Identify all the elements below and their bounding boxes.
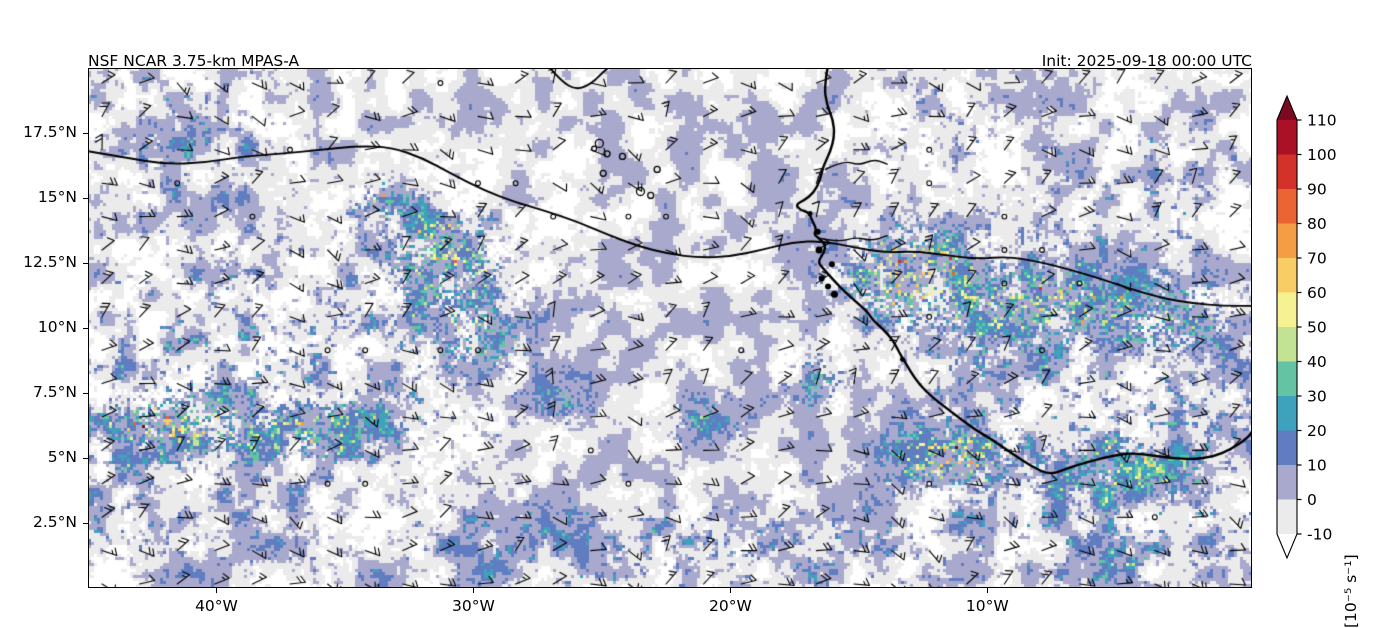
init-time: Init: 2025-09-18 00:00 UTC: [1041, 52, 1252, 70]
x-tick-label: 40°W: [195, 597, 238, 615]
y-tick-label: 10°N: [37, 318, 77, 336]
y-tick-mark: [83, 458, 88, 459]
x-tick-mark: [216, 588, 218, 593]
svg-text:90: 90: [1307, 181, 1327, 199]
y-tick-label: 12.5°N: [23, 253, 77, 271]
svg-text:10: 10: [1307, 457, 1327, 475]
y-tick-label: 7.5°N: [33, 383, 77, 401]
x-tick-label: 20°W: [708, 597, 752, 615]
y-tick-mark: [83, 523, 88, 524]
y-tick-label: 17.5°N: [23, 123, 77, 141]
x-tick-mark: [730, 588, 732, 593]
svg-text:40: 40: [1307, 353, 1327, 371]
x-tick-label: 10°W: [965, 597, 1009, 615]
svg-text:30: 30: [1307, 388, 1327, 406]
x-tick-mark: [987, 588, 989, 593]
x-tick-mark: [473, 588, 475, 593]
x-tick-label: 30°W: [452, 597, 495, 615]
model-name: NSF NCAR 3.75-km MPAS-A: [88, 52, 300, 70]
map-canvas: [88, 68, 1252, 588]
colorbar-unit-label: [10⁻⁵ s⁻¹]: [1342, 554, 1360, 628]
svg-text:80: 80: [1307, 215, 1327, 233]
svg-text:20: 20: [1307, 422, 1327, 440]
svg-text:60: 60: [1307, 284, 1327, 302]
svg-text:50: 50: [1307, 319, 1327, 337]
y-tick-mark: [83, 393, 88, 394]
svg-text:70: 70: [1307, 250, 1327, 268]
y-tick-label: 2.5°N: [33, 513, 77, 531]
svg-text:100: 100: [1307, 146, 1337, 164]
y-tick-mark: [83, 133, 88, 134]
y-tick-mark: [83, 198, 88, 199]
svg-text:110: 110: [1307, 112, 1337, 130]
y-tick-label: 15°N: [37, 188, 77, 206]
svg-text:-10: -10: [1307, 526, 1332, 544]
y-tick-mark: [83, 263, 88, 264]
y-tick-mark: [83, 328, 88, 329]
y-tick-label: 5°N: [47, 448, 77, 466]
svg-text:0: 0: [1307, 491, 1317, 509]
